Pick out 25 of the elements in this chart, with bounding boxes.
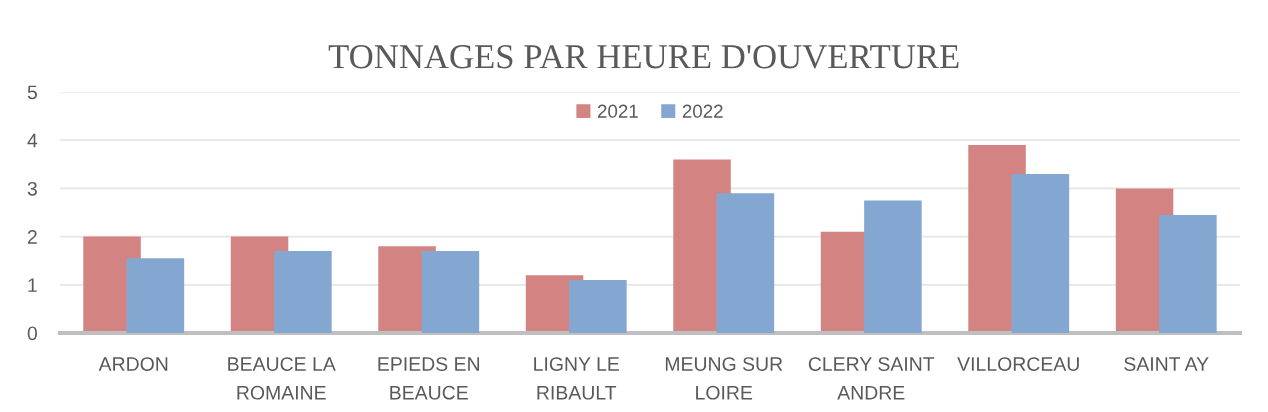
bar xyxy=(864,200,922,334)
chart-title: TONNAGES PAR HEURE D'OUVERTURE xyxy=(328,45,959,69)
x-tick-label: VILLORCEAU xyxy=(957,357,1079,371)
bar xyxy=(569,280,627,334)
y-tick-label: 0 xyxy=(27,326,37,341)
y-tick-label: 3 xyxy=(27,181,37,196)
bar xyxy=(1011,173,1070,334)
x-tick-label: ARDON xyxy=(98,357,168,371)
x-tick-label: MEUNG SUR LOIRE xyxy=(665,357,783,400)
y-tick-label: 4 xyxy=(27,133,38,148)
bar xyxy=(421,251,480,334)
legend-label: 2021 xyxy=(597,104,638,118)
x-tick-label: BEAUCE LA ROMAINE xyxy=(228,357,336,400)
bar xyxy=(274,251,332,334)
bar xyxy=(126,258,185,334)
x-tick-label: SAINT AY xyxy=(1124,357,1209,371)
bar xyxy=(1159,214,1217,334)
legend-label: 2022 xyxy=(682,104,723,118)
y-tick-label: 1 xyxy=(28,278,37,292)
y-tick-label: 5 xyxy=(27,85,37,100)
x-tick-label: CLERY SAINT ANDRE xyxy=(808,357,935,400)
x-tick-label: EPIEDS EN BEAUCE xyxy=(378,357,480,400)
y-tick-label: 2 xyxy=(27,230,37,244)
bar xyxy=(716,193,775,334)
x-tick-label: LIGNY LE RIBAULT xyxy=(534,357,619,400)
